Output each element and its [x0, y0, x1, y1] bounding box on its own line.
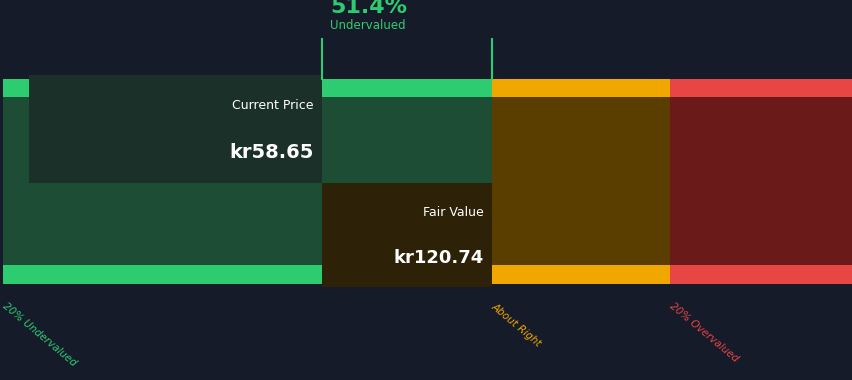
Text: 20% Overvalued: 20% Overvalued	[667, 301, 740, 364]
Bar	[3, 79, 492, 284]
Bar	[29, 75, 321, 183]
Text: Undervalued: Undervalued	[330, 19, 406, 32]
Text: About Right: About Right	[489, 301, 543, 348]
Bar	[670, 79, 852, 284]
Text: 20% Undervalued: 20% Undervalued	[1, 301, 78, 369]
Bar	[670, 98, 852, 265]
Text: Current Price: Current Price	[232, 99, 313, 112]
Text: Fair Value: Fair Value	[422, 206, 483, 219]
Bar	[492, 98, 670, 265]
Bar	[321, 183, 492, 288]
Text: kr120.74: kr120.74	[393, 249, 483, 267]
Bar	[3, 98, 492, 265]
Text: 51.4%: 51.4%	[330, 0, 407, 17]
Text: kr58.65: kr58.65	[228, 143, 313, 162]
Bar	[492, 79, 670, 284]
